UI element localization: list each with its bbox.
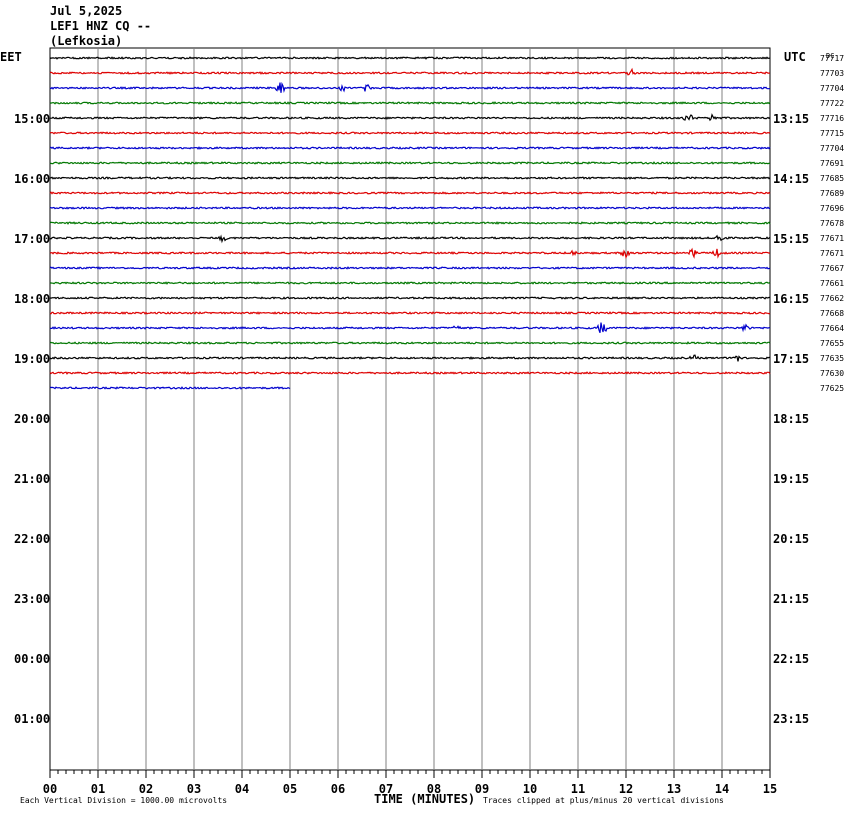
left-hour-label: 21:00 xyxy=(14,472,50,486)
seismic-trace xyxy=(49,371,771,375)
seismic-trace xyxy=(49,281,771,285)
trace-dc-offset: 77703 xyxy=(820,69,844,78)
x-tick-label: 07 xyxy=(379,782,393,796)
seismic-trace xyxy=(49,266,771,270)
trace-dc-offset: 77671 xyxy=(820,234,844,243)
x-tick-label: 10 xyxy=(523,782,537,796)
left-hour-label: 20:00 xyxy=(14,412,50,426)
dc-label: DC xyxy=(826,52,834,60)
seismic-trace xyxy=(49,161,771,165)
trace-group xyxy=(49,56,771,390)
x-tick-label: 15 xyxy=(763,782,777,796)
trace-dc-offset: 77625 xyxy=(820,384,844,393)
seismic-trace xyxy=(49,354,771,362)
right-hour-label: 21:15 xyxy=(773,592,809,606)
seismic-trace xyxy=(49,206,771,210)
x-tick-label: 00 xyxy=(43,782,57,796)
left-timezone-label: EET xyxy=(0,50,22,64)
x-tick-label: 09 xyxy=(475,782,489,796)
trace-dc-offset: 77664 xyxy=(820,324,844,333)
trace-dc-offset: 77704 xyxy=(820,84,844,93)
trace-dc-offset: 77704 xyxy=(820,144,844,153)
trace-dc-offset: 77671 xyxy=(820,249,844,258)
left-hour-label: 22:00 xyxy=(14,532,50,546)
trace-dc-offset: 77689 xyxy=(820,189,844,198)
left-hour-label: 15:00 xyxy=(14,112,50,126)
left-hour-label: 19:00 xyxy=(14,352,50,366)
trace-dc-offset: 77661 xyxy=(820,279,844,288)
trace-dc-offset: 77716 xyxy=(820,114,844,123)
seismic-trace xyxy=(49,113,771,122)
plot-frame xyxy=(49,47,771,771)
seismic-trace xyxy=(49,322,771,334)
trace-dc-offset: 77662 xyxy=(820,294,844,303)
trace-dc-offset: 77635 xyxy=(820,354,844,363)
seismic-trace xyxy=(49,234,771,244)
seismic-trace xyxy=(49,341,771,345)
right-hour-label: 18:15 xyxy=(773,412,809,426)
seismic-trace xyxy=(50,176,771,180)
seismic-trace xyxy=(49,311,771,315)
right-hour-label: 22:15 xyxy=(773,652,809,666)
left-hour-label: 17:00 xyxy=(14,232,50,246)
x-tick-label: 02 xyxy=(139,782,153,796)
x-tick-label: 14 xyxy=(715,782,729,796)
header-date: Jul 5,2025 xyxy=(50,4,123,18)
right-hour-label: 15:15 xyxy=(773,232,809,246)
x-axis-title: TIME (MINUTES) xyxy=(374,792,475,806)
x-tick-label: 11 xyxy=(571,782,585,796)
trace-dc-offset: 77678 xyxy=(820,219,844,228)
seismic-trace xyxy=(49,247,771,260)
right-hour-label: 17:15 xyxy=(773,352,809,366)
right-hour-label: 23:15 xyxy=(773,712,809,726)
seismic-trace xyxy=(49,56,771,60)
left-hour-label: 01:00 xyxy=(14,712,50,726)
x-tick-label: 13 xyxy=(667,782,681,796)
trace-dc-offset: 77630 xyxy=(820,369,844,378)
trace-dc-offset: 77655 xyxy=(820,339,844,348)
right-hour-label: 19:15 xyxy=(773,472,809,486)
plot-grid xyxy=(49,47,771,778)
left-hour-label: 23:00 xyxy=(14,592,50,606)
trace-dc-offset: 77717 xyxy=(820,54,844,63)
scale-note: Each Vertical Division = 1000.00 microvo… xyxy=(20,796,227,805)
x-tick-label: 05 xyxy=(283,782,297,796)
x-tick-label: 12 xyxy=(619,782,633,796)
seismic-trace xyxy=(49,386,291,390)
left-hour-label: 00:00 xyxy=(14,652,50,666)
x-tick-label: 06 xyxy=(331,782,345,796)
clip-note: Traces clipped at plus/minus 20 vertical… xyxy=(483,796,724,805)
right-hour-label: 20:15 xyxy=(773,532,809,546)
right-hour-label: 14:15 xyxy=(773,172,809,186)
x-tick-label: 04 xyxy=(235,782,249,796)
left-hour-label: 16:00 xyxy=(14,172,50,186)
seismic-trace xyxy=(49,101,771,105)
left-hour-label: 18:00 xyxy=(14,292,50,306)
header-location: (Lefkosia) xyxy=(50,34,123,48)
x-tick-label: 08 xyxy=(427,782,441,796)
right-hour-label: 16:15 xyxy=(773,292,809,306)
seismic-trace xyxy=(49,191,771,195)
trace-dc-offset: 77715 xyxy=(820,129,844,138)
seismic-trace xyxy=(49,67,770,76)
seismic-trace xyxy=(49,81,771,93)
right-hour-label: 13:15 xyxy=(773,112,809,126)
trace-dc-offset: 77691 xyxy=(820,159,844,168)
trace-dc-offset: 77685 xyxy=(820,174,844,183)
seismic-trace xyxy=(49,146,771,150)
right-timezone-label: UTC xyxy=(784,50,806,64)
trace-dc-offset: 77668 xyxy=(820,309,844,318)
x-tick-label: 03 xyxy=(187,782,201,796)
seismic-trace xyxy=(49,221,771,225)
trace-dc-offset: 77667 xyxy=(820,264,844,273)
seismic-trace xyxy=(49,131,771,135)
seismic-trace xyxy=(49,296,771,300)
x-tick-label: 01 xyxy=(91,782,105,796)
label-group: 00 01 02 03 04 05 06 07 08 09 10 11 12 13 14 15 15:00 13:… xyxy=(14,54,844,796)
trace-dc-offset: 77722 xyxy=(820,99,844,108)
trace-dc-offset: 77696 xyxy=(820,204,844,213)
header-station: LEF1 HNZ CQ -- xyxy=(50,19,152,33)
